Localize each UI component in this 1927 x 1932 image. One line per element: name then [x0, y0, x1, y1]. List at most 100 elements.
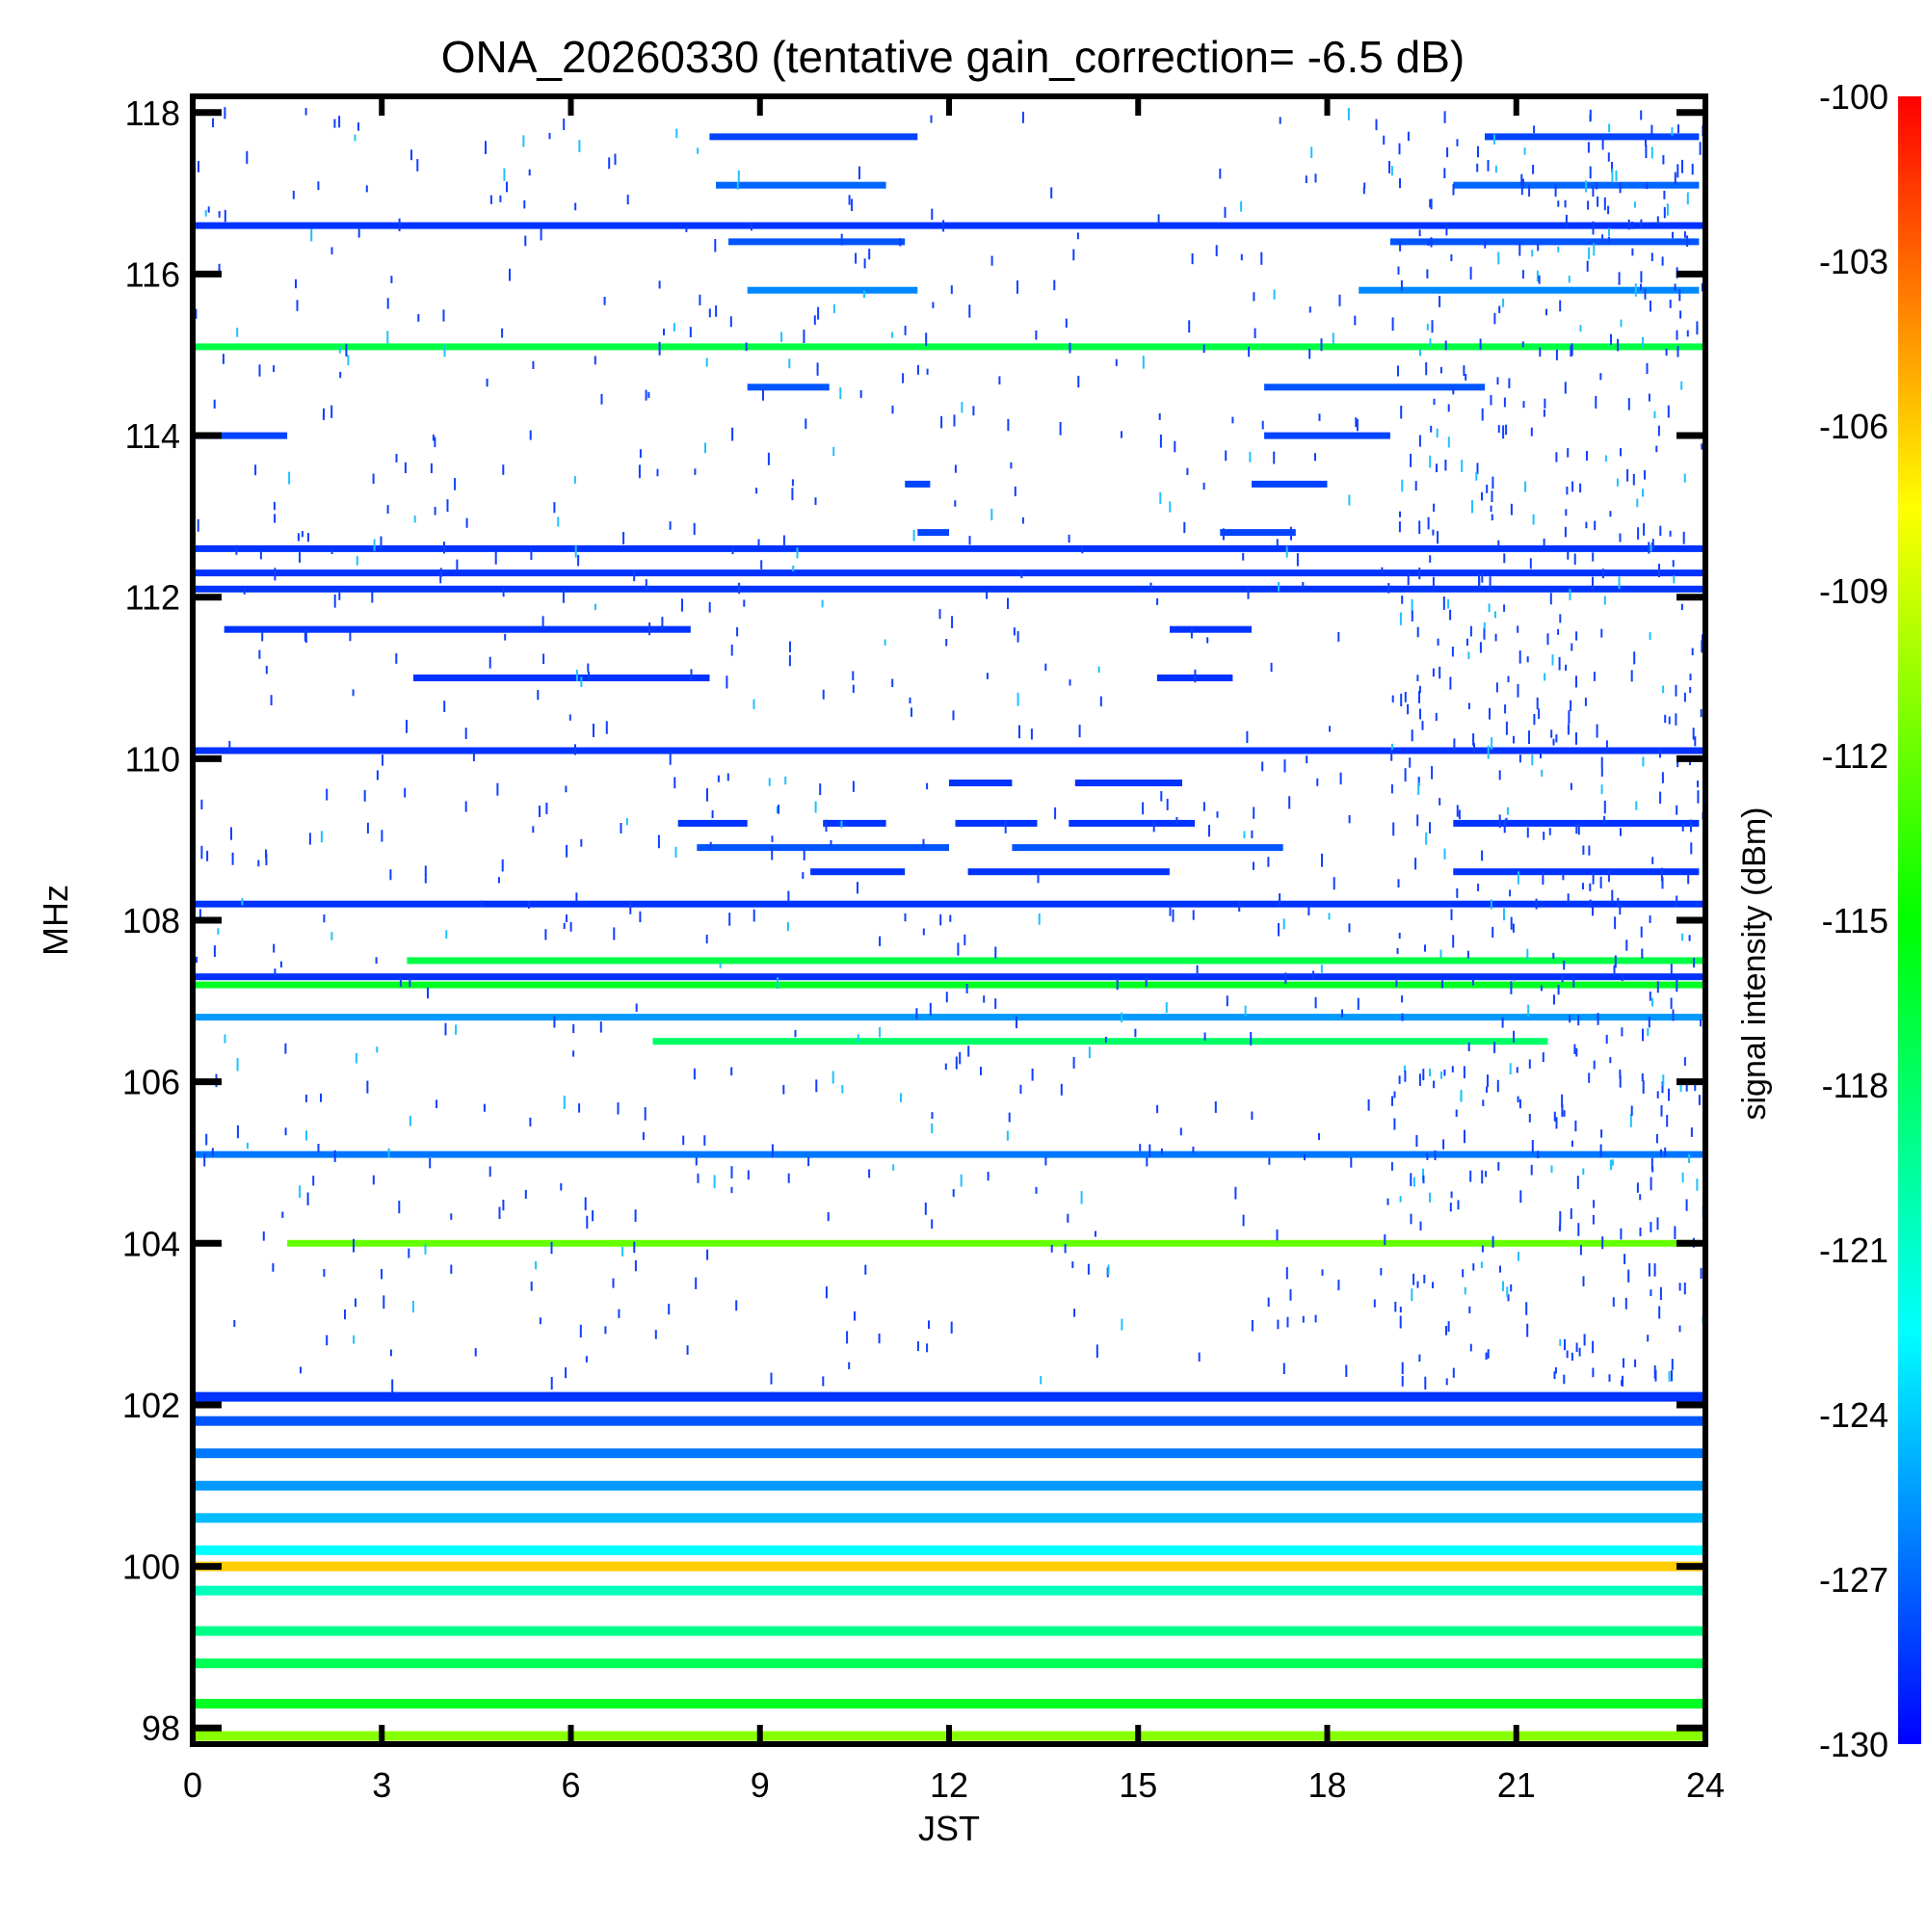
noise-speckle	[563, 922, 566, 930]
noise-speckle	[1642, 337, 1644, 348]
noise-speckle	[1444, 460, 1447, 471]
noise-speckle	[381, 1268, 383, 1280]
noise-speckle	[1142, 356, 1145, 369]
noise-speckle	[1068, 534, 1070, 543]
noise-speckle	[1656, 216, 1659, 225]
noise-speckle	[262, 1231, 265, 1241]
noise-speckle	[1671, 127, 1674, 136]
noise-speckle	[1492, 134, 1495, 145]
noise-speckle	[1426, 323, 1429, 331]
noise-speckle	[1452, 1367, 1455, 1378]
noise-speckle	[614, 153, 617, 165]
noise-speckle	[204, 210, 207, 217]
noise-speckle	[483, 1103, 486, 1112]
noise-speckle	[434, 507, 436, 516]
noise-speckle	[296, 300, 299, 311]
noise-speckle	[1425, 832, 1428, 845]
noise-speckle	[1621, 973, 1623, 982]
noise-speckle	[1615, 170, 1618, 181]
noise-speckle	[1288, 796, 1291, 809]
noise-speckle	[854, 1310, 856, 1321]
noise-speckle	[1355, 417, 1358, 428]
noise-speckle	[1582, 1168, 1585, 1176]
noise-speckle	[1588, 845, 1591, 856]
noise-speckle	[243, 588, 246, 595]
noise-speckle	[1656, 981, 1659, 993]
y-tick-label: 102	[122, 1386, 180, 1425]
colorbar-tick-label: -115	[1822, 901, 1888, 940]
band-segment	[193, 900, 1705, 908]
noise-speckle	[357, 227, 360, 238]
noise-speckle	[304, 629, 306, 642]
noise-speckle	[1010, 462, 1013, 469]
noise-speckle	[1592, 906, 1594, 916]
noise-speckle	[1469, 266, 1472, 280]
noise-speckle	[768, 778, 771, 786]
noise-speckle	[550, 1241, 553, 1255]
noise-speckle	[1507, 675, 1510, 683]
noise-speckle	[1134, 1028, 1137, 1038]
noise-speckle	[1589, 114, 1592, 122]
noise-speckle	[1483, 622, 1486, 629]
noise-speckle	[323, 408, 325, 417]
y-tick-label: 104	[122, 1224, 180, 1263]
noise-speckle	[802, 872, 805, 879]
noise-speckle	[961, 402, 964, 413]
noise-speckle	[911, 707, 912, 717]
noise-speckle	[931, 1123, 934, 1134]
noise-speckle	[751, 222, 752, 231]
noise-speckle	[1427, 239, 1430, 246]
noise-speckle	[1251, 830, 1254, 838]
noise-speckle	[634, 1259, 637, 1272]
noise-speckle	[1489, 576, 1491, 589]
band-segment	[955, 819, 1038, 827]
noise-speckle	[1479, 338, 1482, 350]
noise-speckle	[1422, 1168, 1424, 1181]
noise-speckle	[1614, 916, 1617, 930]
noise-speckle	[1250, 1032, 1253, 1045]
band-segment	[1485, 133, 1700, 141]
noise-speckle	[708, 308, 711, 318]
noise-speckle	[265, 666, 268, 675]
noise-speckle	[539, 806, 541, 817]
noise-speckle	[1276, 1229, 1279, 1241]
noise-speckle	[1450, 254, 1453, 261]
noise-speckle	[747, 1170, 750, 1180]
noise-speckle	[1542, 871, 1544, 885]
noise-speckle	[1490, 899, 1492, 910]
noise-speckle	[1646, 362, 1649, 375]
noise-speckle	[1087, 1263, 1090, 1275]
noise-speckle	[987, 1172, 990, 1181]
noise-speckle	[1399, 1315, 1402, 1329]
x-tick-label: 9	[751, 1765, 770, 1805]
band-segment	[1264, 432, 1390, 439]
band-segment	[905, 480, 931, 488]
noise-speckle	[622, 532, 625, 544]
noise-speckle	[1165, 1002, 1168, 1014]
noise-speckle	[1565, 214, 1568, 227]
noise-speckle	[1465, 374, 1467, 381]
noise-speckle	[786, 921, 789, 932]
noise-speckle	[1243, 831, 1246, 838]
noise-speckle	[1650, 146, 1653, 159]
noise-speckle	[366, 822, 369, 834]
x-tick-label: 18	[1307, 1765, 1346, 1805]
noise-speckle	[1662, 685, 1665, 694]
noise-speckle	[1577, 824, 1580, 835]
noise-speckle	[224, 1034, 226, 1044]
noise-speckle	[1653, 1263, 1656, 1277]
noise-speckle	[1599, 1144, 1602, 1157]
noise-speckle	[1196, 965, 1199, 977]
noise-speckle	[320, 1093, 322, 1102]
noise-speckle	[1653, 410, 1656, 419]
noise-speckle	[499, 195, 502, 202]
noise-speckle	[1549, 593, 1552, 605]
noise-speckle	[1422, 1069, 1425, 1081]
noise-speckle	[200, 799, 203, 809]
noise-speckle	[1283, 759, 1286, 773]
noise-speckle	[1691, 648, 1694, 656]
noise-speckle	[1505, 817, 1508, 824]
noise-speckle	[1650, 1177, 1652, 1191]
noise-speckle	[1682, 531, 1685, 544]
noise-speckle	[1142, 802, 1145, 815]
